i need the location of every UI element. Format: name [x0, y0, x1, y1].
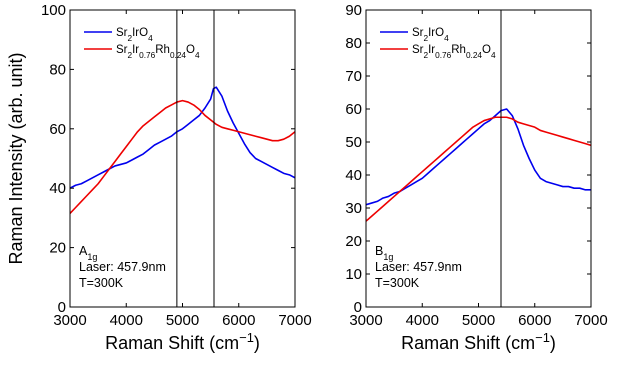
panel-2-x-axis-title: Raman Shift (cm−1)	[401, 330, 556, 354]
panel-1-group: 3000 4000 5000 6000 7000 0 20 40 60 80 100 Raman Sh…	[6, 2, 312, 353]
panel-2-series-line-1	[366, 108, 591, 206]
panel-1-legend-label-2-part-7: O	[186, 44, 195, 56]
panel-1-legend-label-1-part-4: 4	[148, 34, 153, 43]
panel-2-annotation-1-main: B	[375, 244, 383, 258]
panel-1-legend-label-2-part-5: Rh	[155, 44, 170, 56]
panel-1-x-tick-label-2: 4000	[110, 312, 143, 329]
panel-2-legend-label-2-part-7: O	[482, 44, 491, 56]
panel-2-annotation-3-main: T=300K	[375, 276, 420, 290]
panel-2-legend-label-1: Sr2IrO4	[412, 27, 449, 43]
panel-1-y-tick-label-3: 40	[49, 180, 66, 197]
panel-2-annotation-3: T=300K	[375, 276, 420, 290]
panel-2-y-tick-label-10: 90	[345, 2, 362, 19]
panel-2-y-tick-label-4: 30	[345, 200, 362, 217]
panel-1-x-axis-title-sup: −1	[239, 330, 254, 345]
panel-2-y-tick-label-1: 0	[354, 299, 362, 316]
panel-1-x-tick-label-5: 7000	[278, 312, 311, 329]
panel-1-legend-label-1-part-1: Sr	[116, 27, 128, 39]
panel-1-y-tick-label-1: 0	[58, 299, 66, 316]
panel-1-legend-label-1-part-3: IrO	[132, 27, 148, 39]
panel-1-x-tick-label-1: 3000	[53, 312, 86, 329]
panel-2-legend-label-2-part-2: 2	[424, 51, 429, 60]
panel-2-legend-label-1-part-2: 2	[424, 34, 429, 43]
panel-2-legend-label-1-part-3: IrO	[428, 27, 444, 39]
panel-1-x-tick-label-3: 5000	[166, 312, 199, 329]
panel-1-annotation-1-main: A	[79, 244, 88, 258]
panel-1-annotation-3: T=300K	[79, 276, 124, 290]
panel-2-legend-label-2-part-5: Rh	[451, 44, 466, 56]
panel-1-y-tick-label-5: 80	[49, 61, 66, 78]
panel-1-x-axis-title-main: Raman Shift (cm	[105, 333, 239, 353]
panel-2-annotation-1-sub: 1g	[383, 252, 393, 262]
panel-1-legend-label-2-part-1: Sr	[116, 44, 128, 56]
panel-2-legend-label-2-part-8: 4	[491, 51, 496, 60]
panel-1-legend-label-1-part-2: 2	[128, 34, 133, 43]
panel-1-legend-label-1: Sr2IrO4	[116, 27, 153, 43]
panel-2-x-axis-title-close: )	[550, 333, 556, 353]
panel-2-x-axis-title-main: Raman Shift (cm	[401, 333, 535, 353]
panel-1-annotation-2: Laser: 457.9nm	[79, 260, 166, 274]
panel-2-annotation-2: Laser: 457.9nm	[375, 260, 462, 274]
panel-2-y-tick-label-7: 60	[345, 101, 362, 118]
panel-1-y-tick-label-6: 100	[41, 2, 66, 19]
panel-1-x-axis-title-close: )	[254, 333, 260, 353]
panel-1-y-tick-label-2: 20	[49, 240, 66, 257]
panel-2-legend-label-2-part-1: Sr	[412, 44, 424, 56]
panel-1-annotation-1-sub: 1g	[87, 252, 97, 262]
panel-1-annotation-1: A1g	[79, 244, 97, 262]
panel-2-legend-label-1-part-4: 4	[444, 34, 449, 43]
panel-2-x-axis-title-sup: −1	[535, 330, 550, 345]
panel-2-y-tick-label-6: 50	[345, 134, 362, 151]
panel-2-legend-label-2-part-6: 0.24	[466, 51, 482, 60]
panel-1-x-axis-title: Raman Shift (cm−1)	[105, 330, 260, 354]
panel-1-annotation-3-main: T=300K	[79, 276, 124, 290]
panel-1-legend-label-2-part-6: 0.24	[170, 51, 186, 60]
panel-1-x-tick-label-4: 6000	[222, 312, 255, 329]
panel-2-x-tick-label-1: 3000	[349, 312, 382, 329]
panel-2-y-tick-label-3: 20	[345, 233, 362, 250]
panel-2-annotation-1: B1g	[375, 244, 393, 262]
panel-2-group: 3000 4000 5000 6000 7000 0 10 20 30 40 50 60 70 80 90 R…	[345, 2, 607, 353]
panel-2-x-tick-label-4: 6000	[518, 312, 551, 329]
panel-1-legend-label-2-part-8: 4	[195, 51, 200, 60]
panel-2-x-tick-label-5: 7000	[574, 312, 607, 329]
panel-1-annotation-2-main: Laser: 457.9nm	[79, 260, 166, 274]
panel-1-y-tick-label-4: 60	[49, 121, 66, 138]
panel-1-series-line-2	[70, 99, 295, 214]
panel-2-y-tick-label-2: 10	[345, 266, 362, 283]
panel-2-legend-label-2-part-4: 0.76	[435, 51, 451, 60]
panel-2-y-tick-label-9: 80	[345, 35, 362, 52]
panel-2-annotation-2-main: Laser: 457.9nm	[375, 260, 462, 274]
panel-1-legend-label-2-part-4: 0.76	[139, 51, 155, 60]
panel-2-legend-label-2: Sr2Ir0.76Rh0.24O4	[412, 44, 496, 60]
panel-2-x-tick-label-2: 4000	[406, 312, 439, 329]
panel-1-y-axis-title: Raman Intensity (arb. unit)	[6, 52, 26, 264]
panel-1-legend-label-2-part-2: 2	[128, 51, 133, 60]
panel-2-y-tick-label-5: 40	[345, 167, 362, 184]
panel-1-legend-label-2: Sr2Ir0.76Rh0.24O4	[116, 44, 200, 60]
panel-1-legend-label-2-part-3: Ir	[132, 44, 139, 56]
panel-2-y-tick-label-8: 70	[345, 68, 362, 85]
panel-2-x-tick-label-3: 5000	[462, 312, 495, 329]
panel-2-legend-label-1-part-1: Sr	[412, 27, 424, 39]
panel-2-series-line-2	[366, 116, 591, 222]
panel-2-legend-label-2-part-3: Ir	[428, 44, 435, 56]
